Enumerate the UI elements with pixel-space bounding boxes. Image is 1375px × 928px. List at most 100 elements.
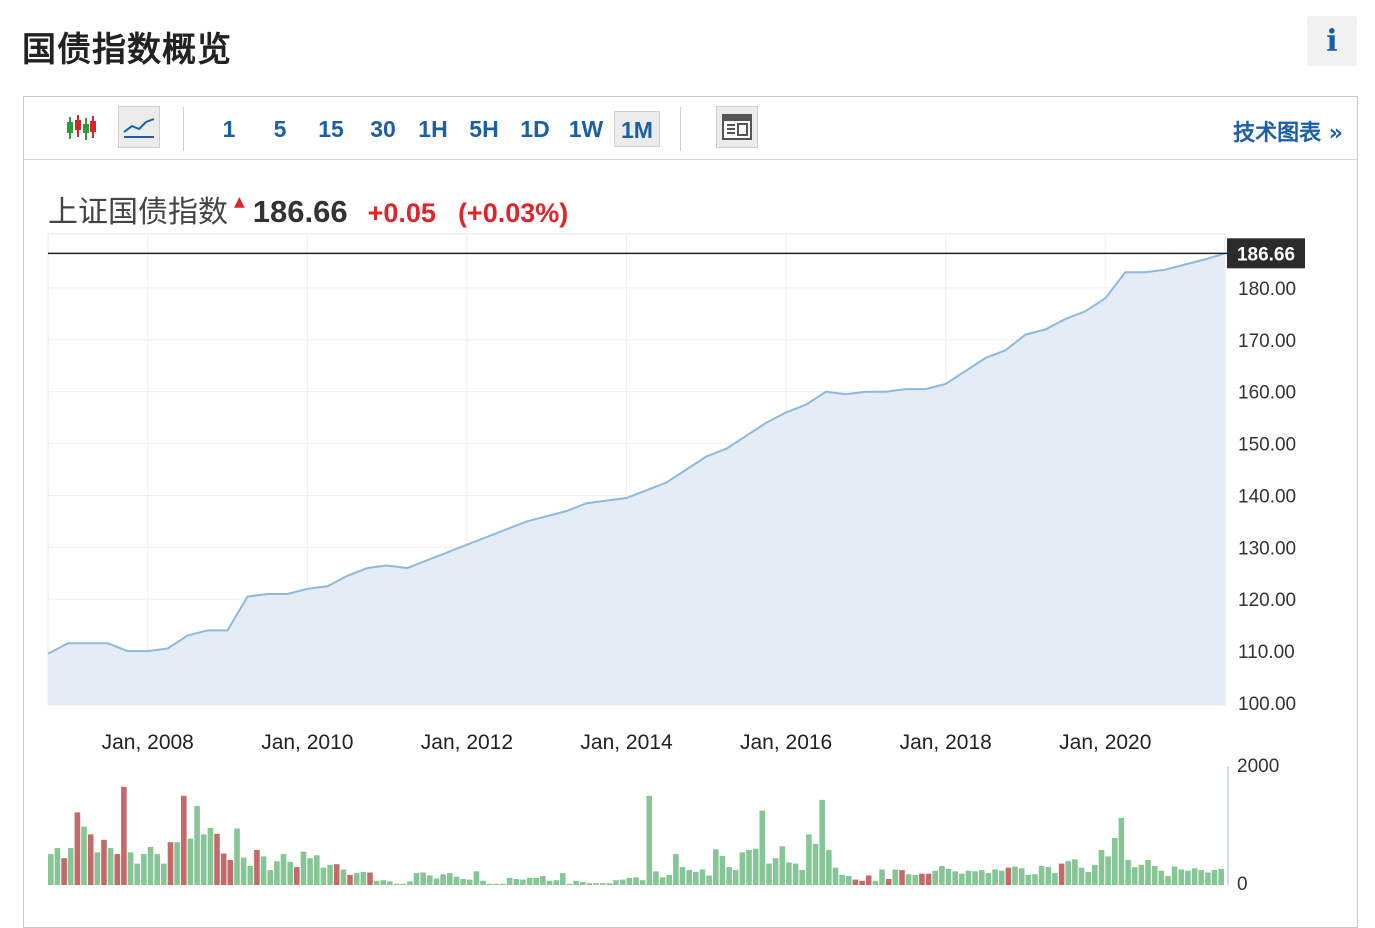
volume-bar [599, 883, 606, 885]
volume-bar [540, 876, 546, 885]
volume-bar [147, 846, 154, 885]
volume-bar [81, 826, 87, 885]
volume-bar [1205, 872, 1211, 885]
volume-bar [932, 870, 938, 885]
volume-bar [713, 849, 719, 885]
volume-bar [400, 883, 406, 885]
volume-bar [832, 867, 839, 885]
volume-bar [1218, 868, 1224, 885]
chart-panel: 1 5 15 30 1H 5H 1D 1W 1M 技术图表 » 上证国债指数 ▲… [23, 96, 1358, 928]
volume-bar [719, 855, 726, 885]
price-change-percent: (+0.03%) [457, 198, 569, 228]
volume-bar [340, 869, 347, 885]
volume-bar [121, 786, 127, 885]
volume-bar [806, 834, 812, 885]
volume-bar [739, 852, 746, 885]
volume-bar [1125, 860, 1131, 885]
volume-bar [1198, 870, 1204, 885]
volume-bar [420, 872, 426, 885]
technical-chart-link[interactable]: 技术图表 » [1233, 121, 1343, 146]
interval-1w[interactable]: 1W [568, 116, 604, 142]
interval-1m[interactable]: 1M [614, 111, 660, 147]
volume-bar [466, 879, 473, 885]
volume-bar [407, 881, 413, 885]
y-tick-label: 110.00 [1238, 642, 1295, 663]
interval-5h[interactable]: 5H [469, 116, 499, 142]
volume-bar [234, 828, 240, 885]
volume-bar [380, 880, 387, 885]
volume-bar [746, 849, 752, 885]
interval-30[interactable]: 30 [370, 116, 396, 142]
volume-bar [513, 879, 520, 885]
y-tick-label: 150.00 [1238, 435, 1296, 456]
volume-bar [553, 880, 559, 885]
y-tick-label: 180.00 [1238, 279, 1296, 300]
interval-1h[interactable]: 1H [418, 116, 448, 142]
volume-bar [154, 854, 160, 885]
volume-bar [839, 874, 845, 885]
volume-bar [546, 880, 553, 885]
volume-bar [1211, 870, 1218, 885]
x-tick-label: Jan, 2010 [261, 731, 353, 754]
quote-bar: 上证国债指数 ▲ 186.66 +0.05 (+0.03%) [48, 187, 569, 230]
volume-bar [985, 873, 992, 885]
volume-bar [440, 874, 446, 885]
volume-bar [74, 812, 81, 885]
volume-bar [819, 799, 825, 885]
volume-bar [666, 874, 672, 885]
last-price: 186.66 [252, 194, 348, 229]
page-title: 国债指数概览 [22, 30, 232, 70]
volume-bar [766, 863, 772, 885]
volume-bar [393, 883, 400, 885]
volume-bar [161, 863, 167, 885]
volume-tick-label: 0 [1237, 874, 1248, 895]
interval-15[interactable]: 15 [318, 116, 344, 142]
volume-bar [1018, 868, 1025, 885]
volume-bar [679, 867, 686, 885]
interval-1[interactable]: 1 [222, 116, 236, 142]
volume-bar [141, 854, 147, 885]
y-tick-label: 100.00 [1238, 694, 1296, 715]
volume-bar [1012, 866, 1018, 885]
volume-bar [447, 873, 453, 885]
volume-bar [1065, 861, 1071, 885]
interval-5[interactable]: 5 [273, 116, 287, 142]
volume-bar [267, 870, 273, 885]
volume-bar [759, 810, 766, 885]
interval-1d[interactable]: 1D [520, 116, 550, 142]
volume-bar [992, 869, 998, 885]
volume-bar [506, 877, 513, 885]
volume-bar [61, 858, 67, 885]
volume-bar [280, 854, 287, 885]
volume-bar [387, 881, 393, 885]
x-tick-label: Jan, 2016 [740, 731, 832, 754]
volume-bar [879, 869, 885, 885]
data-table-icon[interactable] [716, 106, 758, 148]
volume-bar [872, 880, 879, 885]
x-tick-label: Jan, 2008 [102, 731, 194, 754]
y-tick-label: 120.00 [1238, 590, 1296, 611]
volume-bar [307, 858, 313, 885]
volume-bar [134, 863, 140, 885]
volume-bar [852, 879, 859, 885]
volume-bar [500, 883, 506, 885]
line-chart-icon[interactable] [118, 106, 160, 148]
volume-bar [699, 869, 706, 885]
volume-bar [227, 860, 234, 885]
volume-bar [1078, 867, 1085, 885]
volume-bar [1038, 866, 1045, 885]
volume-bar [1185, 870, 1191, 885]
up-arrow-icon: ▲ [234, 194, 245, 210]
volume-bar [1138, 864, 1145, 885]
x-tick-label: Jan, 2018 [900, 731, 992, 754]
volume-bar [413, 873, 420, 885]
volume-bar [486, 883, 493, 885]
volume-bar [353, 873, 360, 885]
volume-bar [1085, 871, 1091, 885]
volume-bar [181, 795, 187, 886]
volume-bar [979, 870, 985, 885]
volume-bar [693, 871, 699, 885]
volume-bar [194, 805, 200, 885]
candlestick-icon[interactable] [60, 107, 102, 149]
info-button[interactable]: i [1307, 16, 1357, 66]
